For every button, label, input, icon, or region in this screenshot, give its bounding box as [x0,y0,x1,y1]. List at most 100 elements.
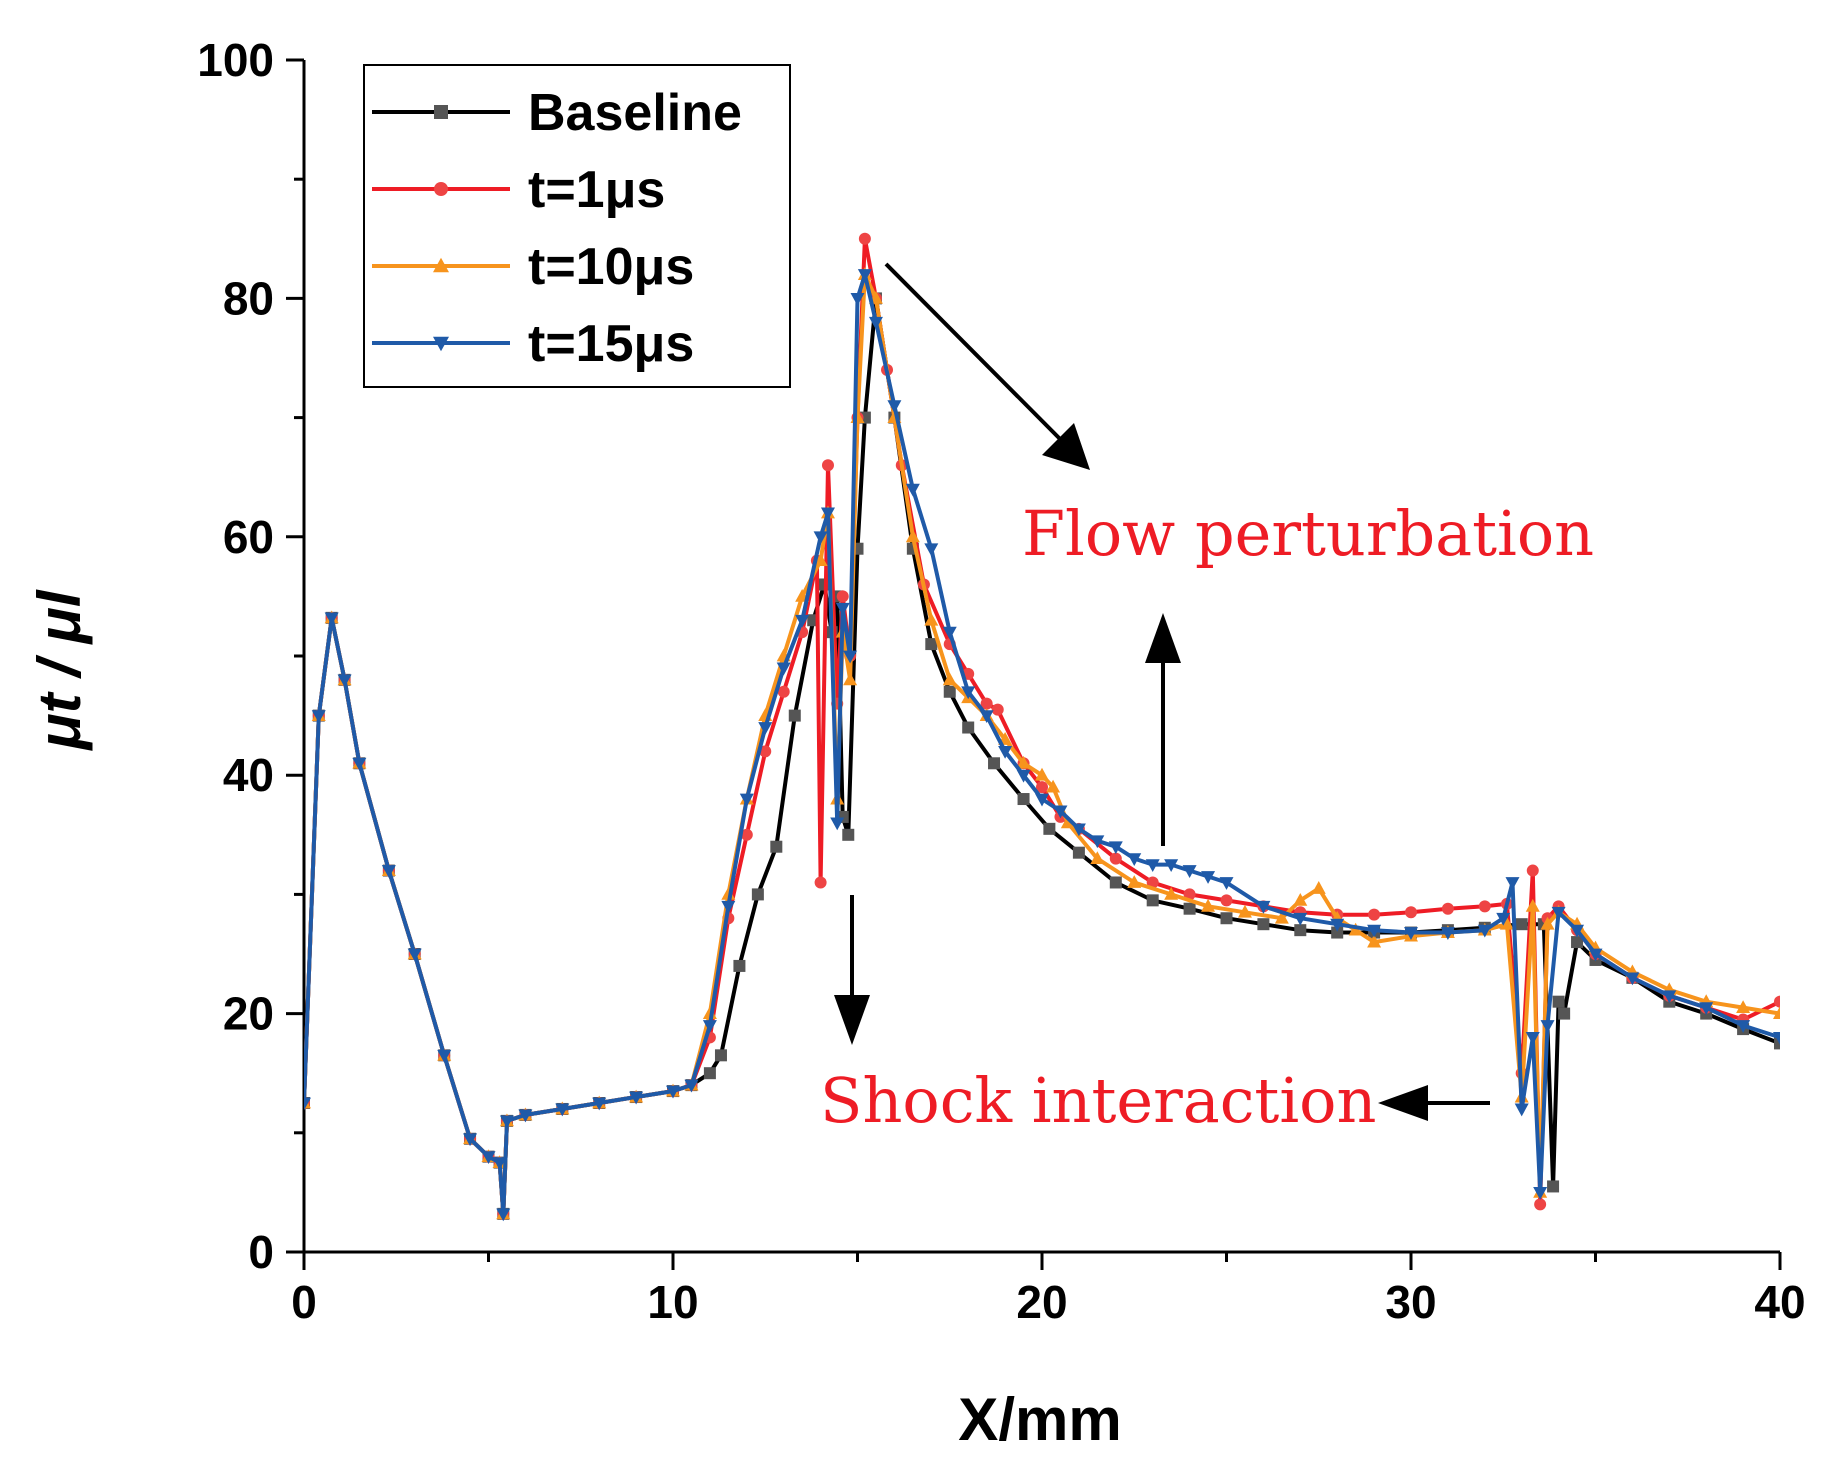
data-point [842,828,855,841]
legend-marker [433,336,449,352]
data-point [1182,865,1197,878]
data-point [1514,1103,1529,1117]
arrow-left [1378,1085,1490,1121]
data-point [1053,805,1068,819]
data-point [1036,781,1048,794]
data-point [1237,904,1252,918]
data-point [1201,871,1216,884]
data-point [820,507,835,521]
data-point [1736,1000,1751,1014]
x-axis-title: X/mm [958,1386,1121,1453]
data-point [666,1085,680,1099]
y-tick-label: 60 [223,511,274,563]
data-point [1109,852,1122,865]
data-point [1478,900,1491,913]
data-point [924,612,939,626]
data-point [1499,916,1514,930]
data-point [835,602,850,616]
data-point [1367,924,1382,938]
data-point [1293,912,1308,926]
legend-marker [433,257,449,273]
data-point [1016,755,1031,769]
data-point [770,840,783,853]
data-point [1773,1006,1780,1019]
data-point [905,529,920,543]
legend-item-3: t=15μs [372,315,694,373]
y-tick-label: 0 [248,1226,274,1278]
data-point [496,1208,511,1222]
annotation-shock-interaction: Shock interaction [820,1064,1376,1137]
data-point [843,672,858,686]
data-point [1440,927,1455,940]
data-point [324,612,339,626]
data-point [1540,916,1555,930]
data-point [463,1133,478,1147]
data-point [925,638,938,651]
data-point [942,626,957,640]
data-point [1699,1002,1714,1016]
data-point [836,590,849,603]
data-point [1405,906,1417,919]
data-point [991,703,1004,716]
x-tick-label: 40 [1754,1276,1805,1328]
data-point [788,709,801,722]
data-point [1736,1020,1751,1033]
data-point [776,662,791,676]
data-point [1046,779,1061,793]
data-point [1294,924,1307,937]
tick-labels: 0 20 40 60 80 100 0 10 20 30 40 [197,34,1805,1328]
data-point [1035,767,1049,781]
data-point [1035,793,1049,807]
data-point [1540,1020,1555,1033]
data-point [1773,1032,1780,1045]
legend-label: Baseline [528,84,742,142]
data-point [1071,823,1086,837]
data-point [998,745,1013,759]
data-point [1404,927,1418,940]
legend-label: t=1μs [528,161,665,219]
data-point [1551,906,1566,920]
series-3 [304,269,1780,1222]
series-layer [304,232,1780,1222]
data-point [1368,908,1381,921]
data-point [1588,948,1603,962]
data-point [1552,995,1565,1008]
legend-label: t=10μs [528,238,694,296]
data-point [1145,859,1160,872]
data-point [821,459,834,472]
data-point [1625,972,1640,986]
data-point [813,531,828,545]
data-point [555,1103,570,1117]
arrow-flow-perturbation-diagonal [884,262,1090,470]
y-tick-label: 100 [197,34,274,86]
data-point [1072,846,1085,859]
data-point [1257,918,1270,931]
x-tick-label: 0 [291,1276,317,1328]
data-point [1331,926,1344,939]
x-tick-label: 30 [1385,1276,1436,1328]
data-point [684,1079,699,1093]
data-point [518,1109,533,1123]
data-point [702,1020,717,1033]
data-point [1183,902,1196,915]
data-point [481,1151,496,1165]
data-point [492,1157,507,1170]
data-point [733,959,746,972]
data-point [499,1115,514,1129]
data-point [1526,864,1539,877]
legend-marker [434,105,448,119]
y-tick-label: 80 [223,272,274,324]
data-point [1127,853,1142,867]
data-point [1311,881,1326,894]
data-point [1330,918,1345,932]
data-point [1219,877,1234,890]
data-point [1146,894,1159,907]
legend-item-2: t=10μs [372,238,694,296]
data-point [304,1097,311,1111]
arrow-up [1145,613,1181,846]
data-point [843,650,858,664]
data-point [813,553,828,567]
data-point [1274,910,1289,924]
x-tick-label: 10 [647,1276,698,1328]
